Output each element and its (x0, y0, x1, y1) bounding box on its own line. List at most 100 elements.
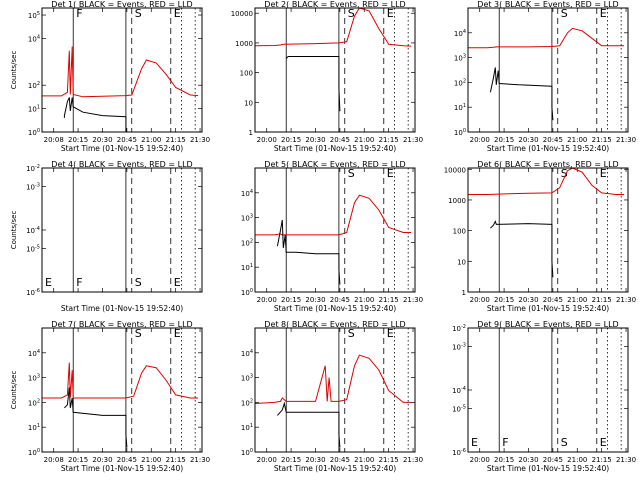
x-tick-label: 20:45 (543, 136, 563, 144)
y-tick-label: 104 (241, 349, 253, 358)
x-tick-label: 20:15 (494, 136, 514, 144)
x-tick-label: 20:45 (330, 456, 350, 464)
x-tick-label: 21:00 (141, 136, 161, 144)
y-tick-label: 10-5 (452, 405, 466, 414)
x-tick-label: 20:30 (305, 136, 325, 144)
y-tick-label: 105 (28, 11, 40, 20)
x-axis-label: Start Time (01-Nov-15 19:52:40) (61, 464, 183, 473)
panel-title: Det 8( BLACK = Events, RED = LLD (264, 320, 405, 329)
x-tick-label: 21:15 (379, 136, 399, 144)
lld-series-line (255, 354, 412, 404)
x-axis-label: Start Time (01-Nov-15 19:52:40) (274, 304, 396, 313)
y-tick-label: 1000 (448, 197, 466, 205)
event-marker-label: F (76, 276, 82, 289)
x-tick-label: 21:00 (567, 136, 587, 144)
x-tick-label: 21:15 (592, 296, 612, 304)
x-axis-label: Start Time (01-Nov-15 19:52:40) (487, 144, 609, 153)
x-tick-label: 20:30 (305, 456, 325, 464)
panel-title: Det 9( BLACK = Events, RED = LLD (477, 320, 618, 329)
y-tick-label: 100 (453, 228, 466, 236)
y-axis-label: Counts/sec (10, 211, 18, 250)
y-tick-label: 100 (28, 128, 40, 137)
y-tick-label: 10000 (444, 166, 466, 174)
y-tick-label: 10-3 (26, 183, 40, 192)
plot-frame (467, 7, 629, 133)
x-tick-label: 21:00 (141, 456, 161, 464)
x-tick-label: 20:15 (494, 456, 514, 464)
y-axis-label: Counts/sec (10, 51, 18, 90)
x-tick-label: 20:15 (68, 136, 88, 144)
x-axis-label: Start Time (01-Nov-15 19:52:40) (274, 464, 396, 473)
y-tick-label: 10-4 (26, 226, 40, 235)
events-series-line (489, 67, 554, 121)
detector-panel-4: Det 4( BLACK = Events, RED = LLD 10-6 10-5… (10, 160, 203, 313)
x-tick-label: 20:08 (44, 136, 64, 144)
x-tick-label: 20:30 (518, 136, 538, 144)
x-tick-label: 20:45 (543, 296, 563, 304)
x-tick-label: 21:30 (403, 456, 423, 464)
x-tick-label: 21:00 (354, 136, 374, 144)
y-tick-label: 10-3 (452, 343, 466, 352)
plot-frame (254, 7, 416, 133)
x-tick-label: 20:30 (305, 296, 325, 304)
x-tick-label: 20:30 (92, 456, 112, 464)
event-marker-label: S (561, 436, 568, 449)
y-tick-label: 102 (241, 398, 253, 407)
panel-title: Det 2( BLACK = Events, RED = LLD (264, 0, 405, 9)
event-marker-label: S (348, 7, 355, 20)
y-tick-label: 104 (28, 349, 40, 358)
x-tick-label: 20:45 (330, 136, 350, 144)
y-tick-label: 1 (249, 129, 253, 137)
events-series-line (63, 97, 127, 132)
y-tick-label: 100 (241, 288, 253, 297)
detector-panel-2: Det 2( BLACK = Events, RED = LLD 1 10 100 10… (231, 0, 423, 153)
lld-series-line (255, 8, 412, 47)
event-marker-label: E (600, 436, 607, 449)
y-tick-label: 101 (454, 103, 466, 112)
x-tick-label: 20:45 (117, 456, 137, 464)
panel-title: Det 7( BLACK = Events, RED = LLD (51, 320, 192, 329)
detector-panel-7: Det 7( BLACK = Events, RED = LLD 100 101 10… (10, 320, 210, 473)
y-tick-label: 10 (244, 99, 253, 107)
x-tick-label: 20:30 (518, 296, 538, 304)
x-tick-label: 21:15 (379, 456, 399, 464)
plot-frame (467, 167, 629, 293)
y-tick-label: 103 (28, 374, 40, 383)
x-tick-label: 21:30 (616, 456, 636, 464)
detector-panel-1: Det 1( BLACK = Events, RED = LLD 100 101 10… (10, 0, 210, 153)
x-tick-label: 20:00 (257, 136, 277, 144)
x-axis-label: Start Time (01-Nov-15 19:52:40) (274, 144, 396, 153)
panel-title: Det 5( BLACK = Events, RED = LLD (264, 160, 405, 169)
x-tick-label: 20:15 (281, 136, 301, 144)
x-tick-label: 21:00 (567, 456, 587, 464)
event-marker-label: S (135, 7, 142, 20)
panel-title: Det 3( BLACK = Events, RED = LLD (477, 0, 618, 9)
lld-series-line (42, 362, 199, 399)
x-axis-label: Start Time (01-Nov-15 19:52:40) (61, 304, 183, 313)
x-tick-label: 20:15 (281, 296, 301, 304)
x-tick-label: 20:15 (494, 296, 514, 304)
y-tick-label: 100 (454, 128, 466, 137)
x-axis-label: Start Time (01-Nov-15 19:52:40) (487, 464, 609, 473)
x-tick-label: 21:30 (403, 296, 423, 304)
x-tick-label: 21:30 (616, 136, 636, 144)
x-axis-label: Start Time (01-Nov-15 19:52:40) (487, 304, 609, 313)
panel-title: Det 4( BLACK = Events, RED = LLD (51, 160, 192, 169)
y-tick-label: 104 (454, 29, 466, 38)
event-marker-label: E (471, 436, 478, 449)
x-tick-label: 21:30 (190, 136, 210, 144)
y-tick-label: 101 (28, 423, 40, 432)
y-tick-label: 100 (241, 448, 253, 457)
x-tick-label: 20:00 (470, 296, 490, 304)
event-marker-label: E (45, 276, 52, 289)
y-tick-label: 102 (241, 238, 253, 247)
x-tick-label: 20:45 (543, 456, 563, 464)
event-marker-label: E (174, 7, 181, 20)
plot-frame (41, 167, 203, 293)
y-tick-label: 10000 (231, 10, 253, 18)
y-tick-label: 103 (241, 214, 253, 223)
y-tick-label: 100 (240, 70, 253, 78)
x-tick-label: 21:15 (592, 456, 612, 464)
lld-series-line (468, 168, 625, 195)
